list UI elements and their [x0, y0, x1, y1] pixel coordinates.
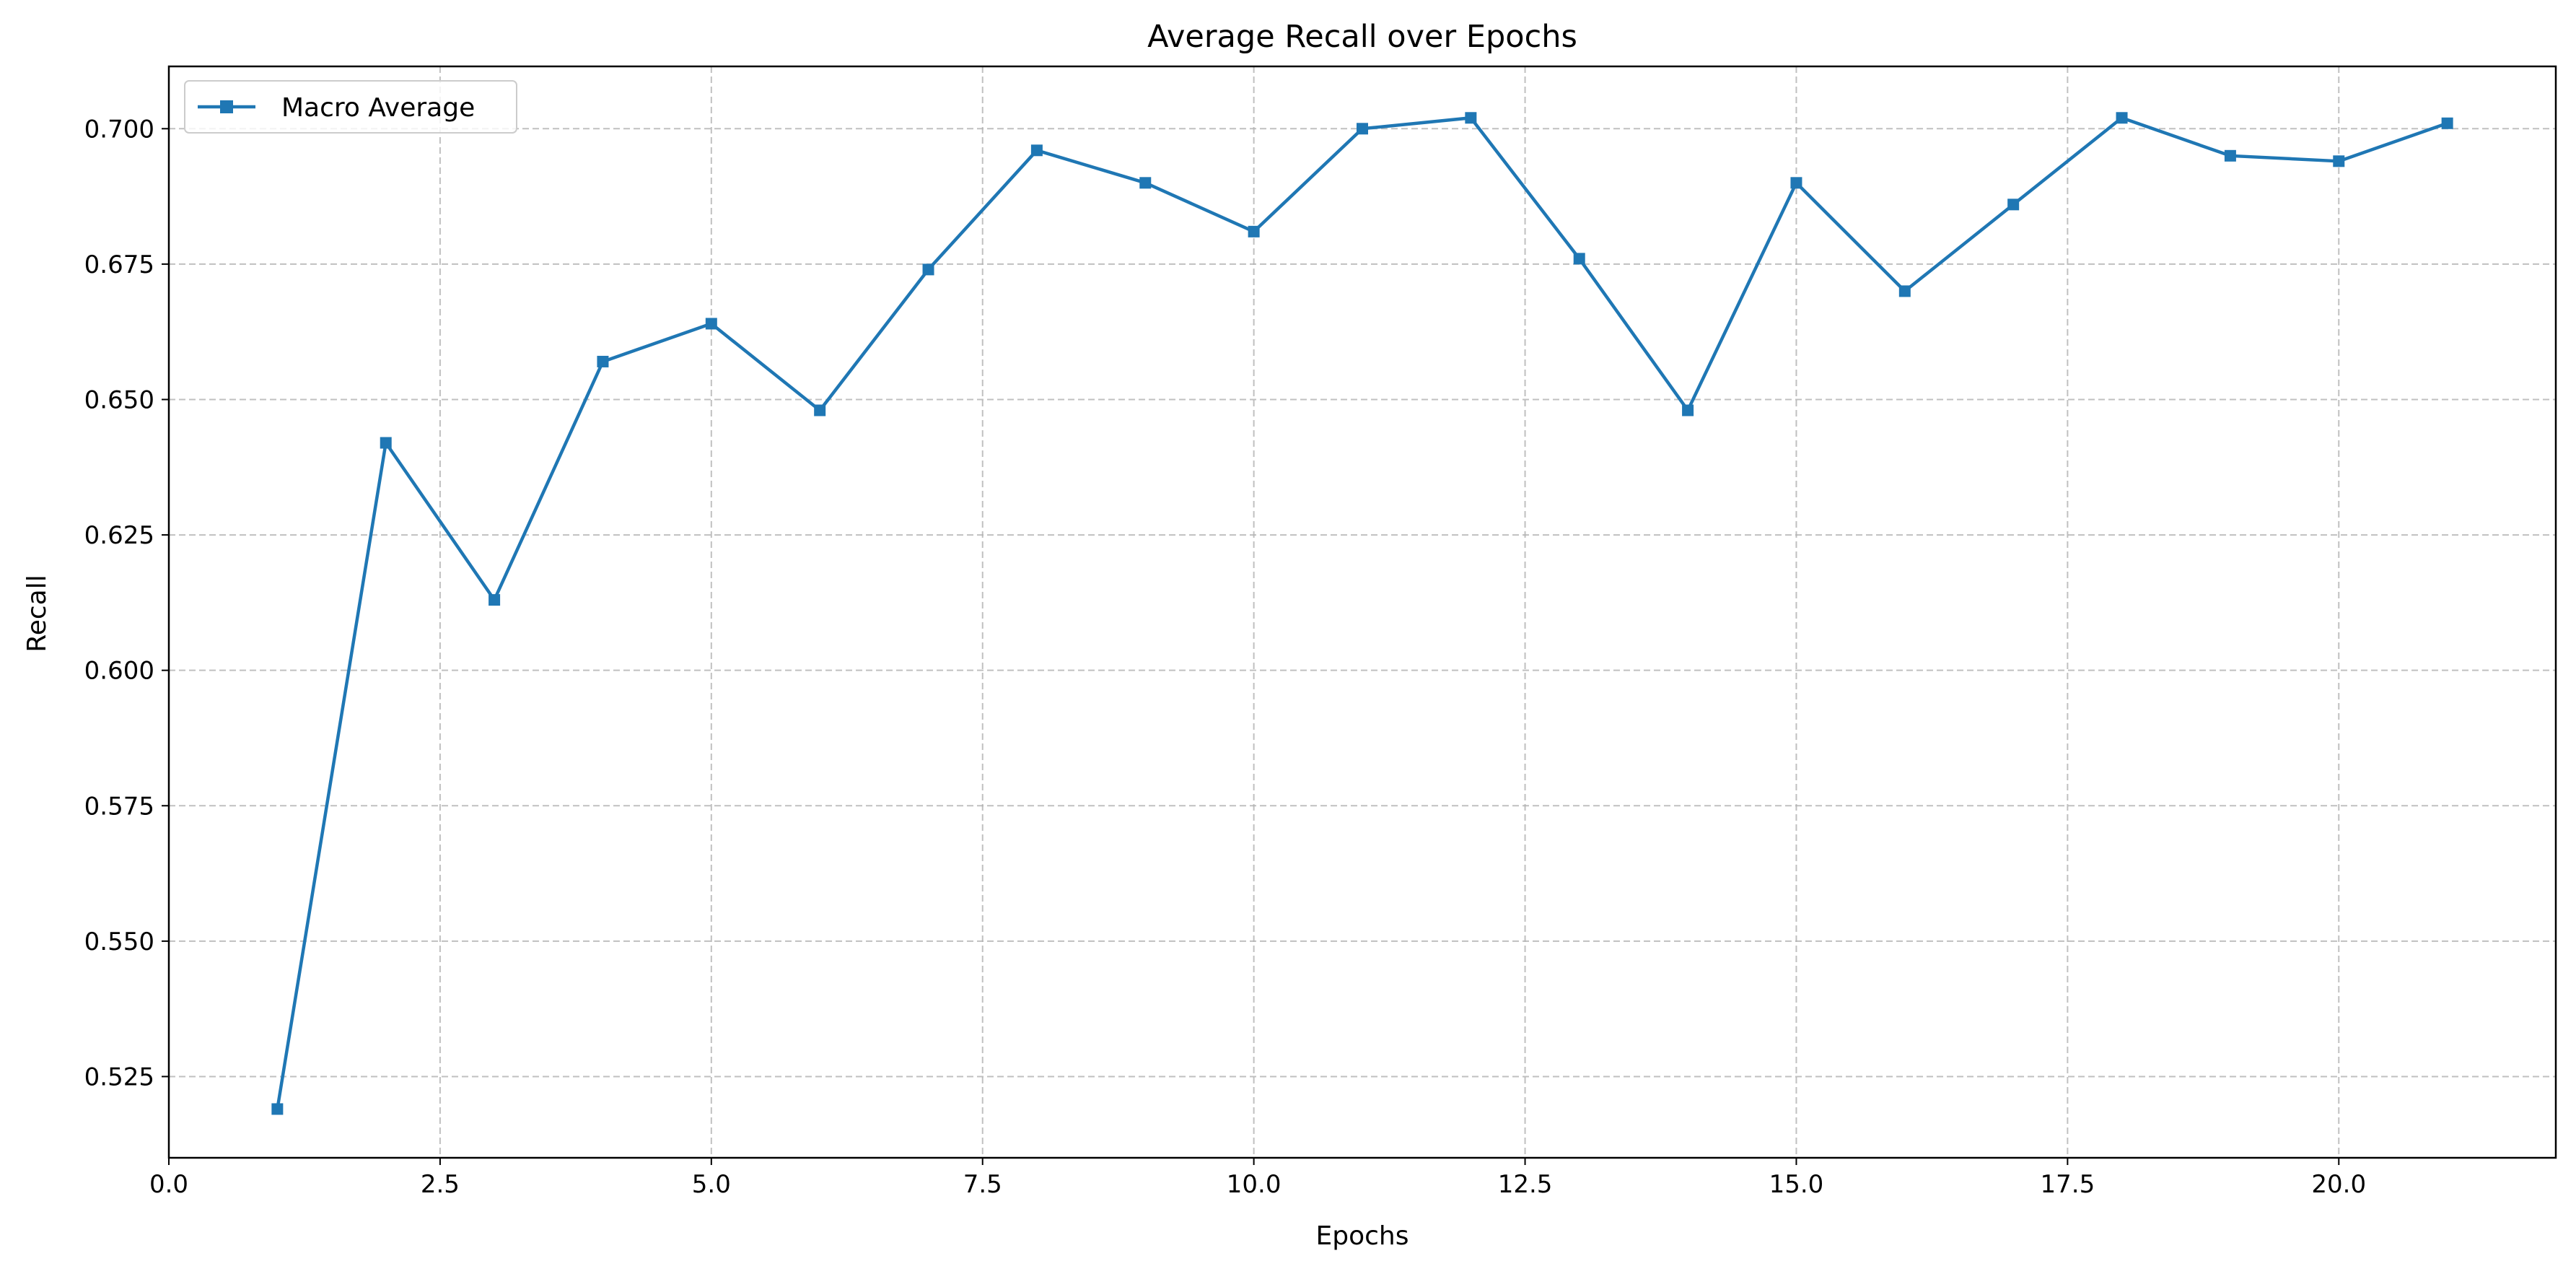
x-axis-ticks: 0.0 2.5 5.0 7.5 10.0 12.5 15.0 17.5 20.0 [149, 1158, 2366, 1199]
y-tick-label: 0.525 [84, 1063, 154, 1091]
data-point-marker [2116, 112, 2128, 124]
x-tick-label: 17.5 [2041, 1170, 2095, 1199]
grid [168, 66, 2556, 1158]
x-tick-label: 20.0 [2311, 1170, 2366, 1199]
data-point-marker [1682, 404, 1694, 416]
y-tick-label: 0.575 [84, 792, 154, 821]
y-tick-label: 0.675 [84, 250, 154, 279]
x-tick-label: 15.0 [1769, 1170, 1824, 1199]
legend-box [184, 80, 517, 134]
data-point-marker [1248, 225, 1260, 237]
x-tick-label: 7.5 [963, 1170, 1002, 1199]
x-tick-label: 10.0 [1227, 1170, 1282, 1199]
y-tick-label: 0.700 [84, 115, 154, 144]
data-point-marker [2007, 198, 2020, 211]
x-axis-title: Epochs [1316, 1221, 1409, 1251]
data-point-marker [1139, 177, 1152, 189]
data-point-marker [1357, 123, 1368, 135]
data-point-marker [1898, 285, 1911, 297]
plot-area-frame [167, 65, 2557, 1159]
y-tick-label: 0.650 [84, 385, 154, 414]
data-point-marker [271, 1103, 284, 1115]
y-axis-ticks: 0.525 0.550 0.575 0.600 0.625 0.650 0.675 0.700 [84, 115, 169, 1091]
data-point-marker [2224, 149, 2236, 162]
x-tick-label: 12.5 [1498, 1170, 1553, 1199]
legend-label-macro-average: Macro Average [281, 93, 475, 123]
legend: Macro Average [184, 80, 517, 134]
y-tick-label: 0.625 [84, 521, 154, 550]
data-point-marker [2441, 117, 2453, 129]
legend-marker-macro-average [220, 100, 233, 113]
x-tick-label: 5.0 [692, 1170, 731, 1199]
y-tick-label: 0.550 [84, 928, 154, 956]
data-point-marker [814, 404, 826, 416]
chart-title: Average Recall over Epochs [1147, 19, 1577, 55]
x-tick-label: 0.0 [149, 1170, 188, 1199]
data-point-marker [705, 318, 717, 330]
data-point-marker [489, 594, 501, 606]
data-point-marker [1465, 112, 1477, 124]
data-point-marker [1030, 144, 1043, 157]
data-point-marker [1790, 177, 1802, 189]
data-point-marker [922, 263, 934, 276]
data-point-marker [597, 355, 609, 367]
y-tick-label: 0.600 [84, 657, 154, 686]
data-point-marker [1573, 253, 1585, 265]
data-point-marker [380, 437, 392, 449]
x-tick-label: 2.5 [421, 1170, 460, 1199]
y-axis-title: Recall [22, 575, 52, 652]
series-layer [271, 112, 2453, 1115]
data-point-marker [2333, 155, 2345, 167]
